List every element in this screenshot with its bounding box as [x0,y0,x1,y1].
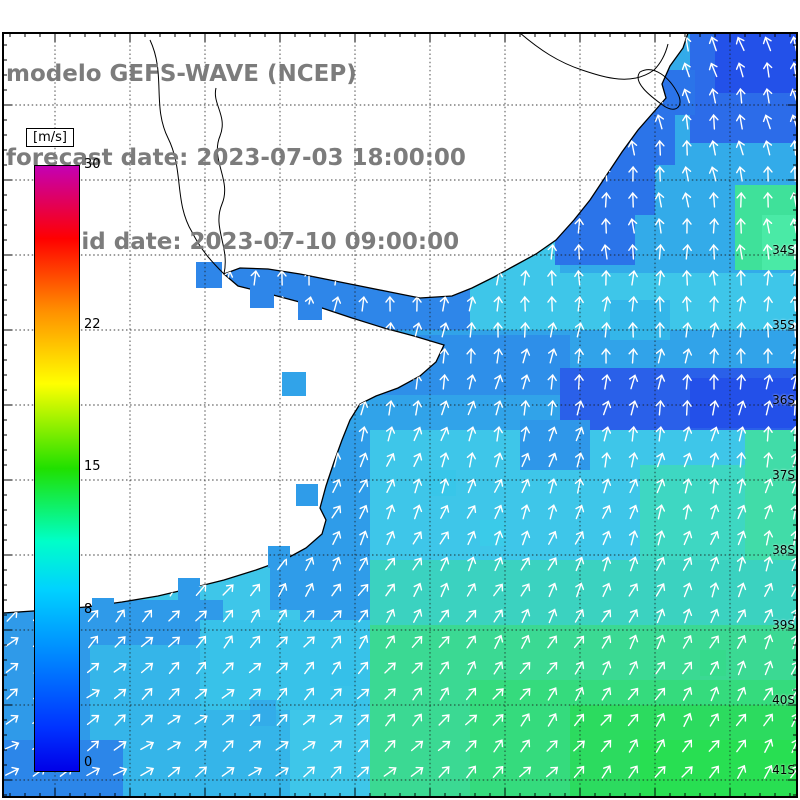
latitude-label-38s: 38S [772,543,795,557]
colorbar-tick-30: 30 [84,157,101,172]
model-title: modelo GEFS-WAVE (NCEP) [6,61,357,87]
valid-date-line: valid date: 2023-07-10 09:00:00 [43,229,460,255]
latitude-label-35s: 35S [772,318,795,332]
colorbar-tick-22: 22 [84,317,101,332]
latitude-label-36s: 36S [772,393,795,407]
forecast-date-line: forecast date: 2023-07-03 18:00:00 [6,145,466,171]
title-block: modelo GEFS-WAVE (NCEP) forecast date: 2… [6,4,466,312]
land-mass [2,32,689,614]
grid-lines [3,33,797,797]
coast-pixels [92,262,322,620]
colorbar-tick-15: 15 [84,459,101,474]
latitude-label-39s: 39S [772,618,795,632]
frame-ticks [3,33,797,797]
latitude-label-40s: 40S [772,693,795,707]
colorbar-gradient [34,165,80,772]
latitude-label-34s: 34S [772,243,795,257]
colorbar-unit-label: [m/s] [26,128,74,147]
latitude-label-41s: 41S [772,763,795,777]
rivers [149,32,681,275]
latitude-label-37s: 37S [772,468,795,482]
colorbar-tick-0: 0 [84,755,93,770]
colorbar-tick-8: 8 [84,602,93,617]
